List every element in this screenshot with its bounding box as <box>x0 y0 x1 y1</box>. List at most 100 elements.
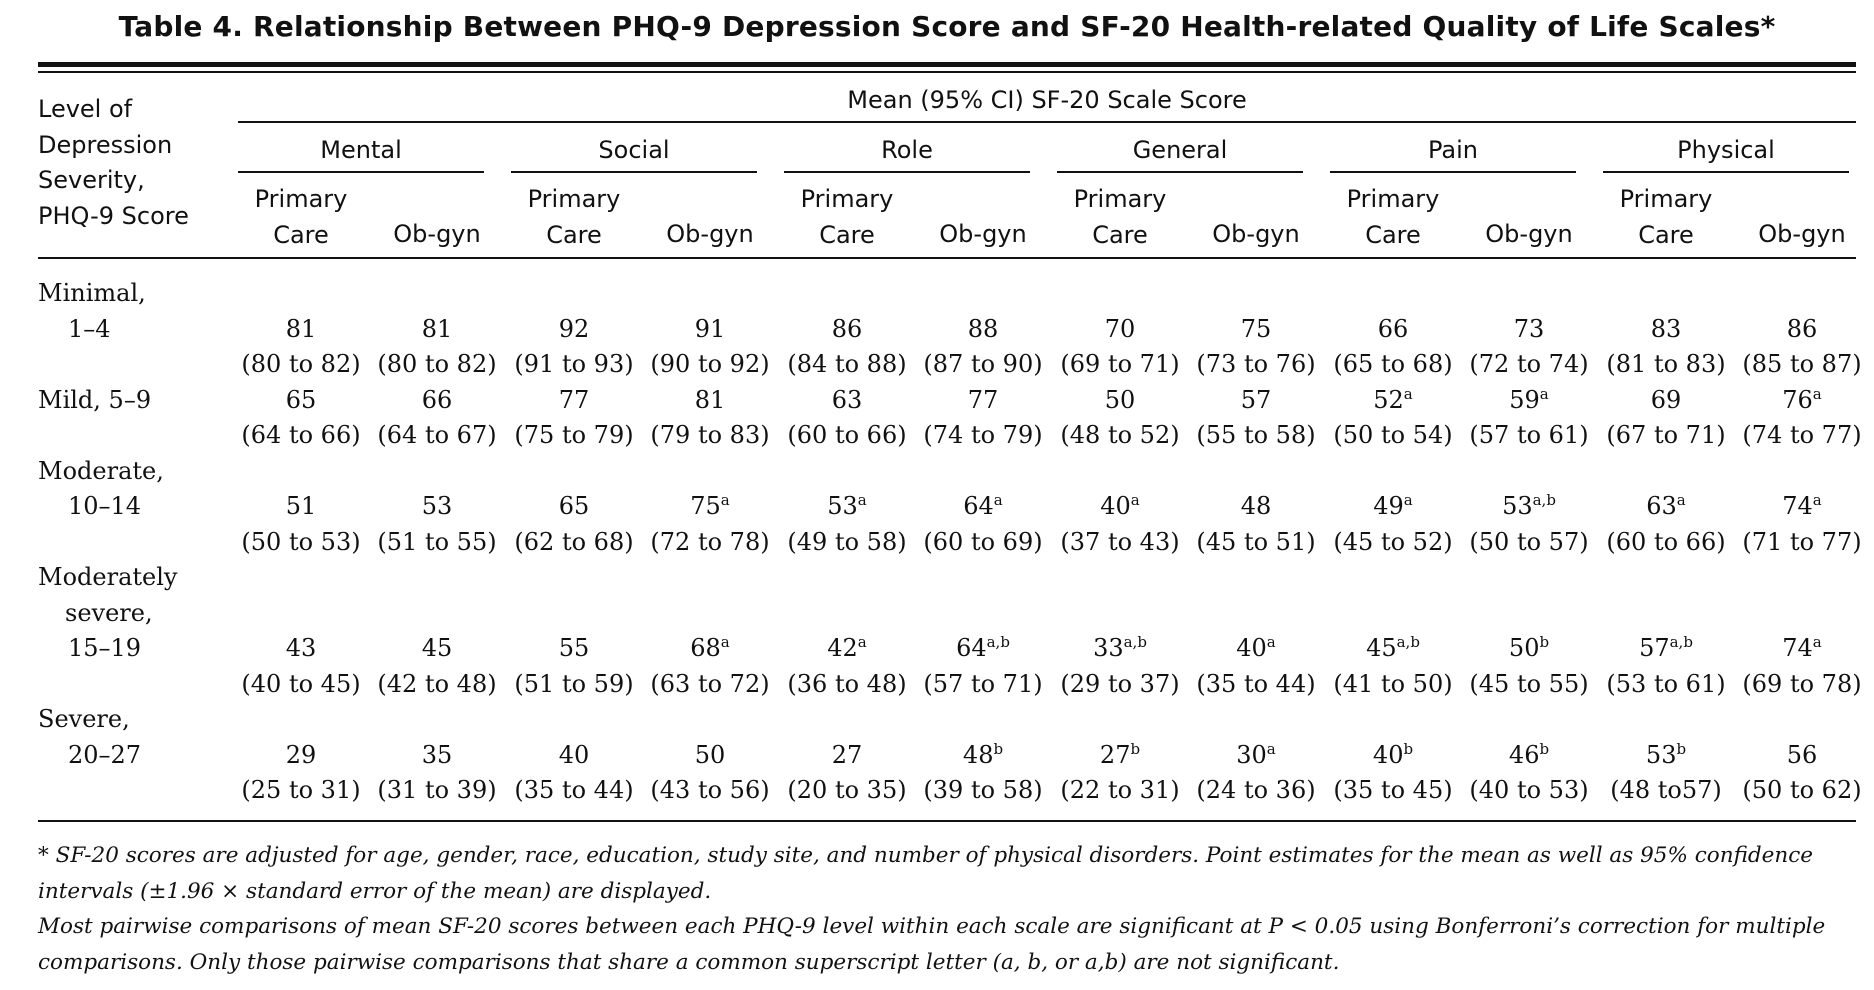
mean-value: 45 <box>421 634 453 662</box>
scale-header-role: Role <box>881 136 933 164</box>
mean-cell: 40 <box>506 738 642 774</box>
mean-value: 42 <box>827 634 858 662</box>
significance-superscript: a <box>1812 384 1822 403</box>
subcol-label-line: Primary <box>800 185 894 213</box>
ci-cell: (90 to 92) <box>650 350 770 378</box>
mean-value: 86 <box>1786 314 1818 343</box>
mean-value: 45 <box>1366 634 1397 662</box>
ci-cell: (87 to 90) <box>923 350 1043 378</box>
mean-value: 52 <box>1373 385 1404 414</box>
ci-cell: (45 to 52) <box>1333 527 1453 556</box>
table-bottom-rule <box>38 820 1856 822</box>
mean-value: 91 <box>694 314 726 343</box>
top-thin-rule <box>38 71 1856 73</box>
ci-cell: (45 to 55) <box>1469 669 1589 698</box>
significance-superscript: a <box>1812 633 1822 651</box>
ci-cell: (84 to 88) <box>787 350 907 378</box>
stub-header: Level of Depression Severity, PHQ-9 Scor… <box>38 92 189 234</box>
subcol-label-line: Primary <box>1346 185 1440 213</box>
significance-superscript: a <box>1266 739 1276 758</box>
mean-cell: 43 <box>233 631 369 667</box>
ci-cell: (55 to 58) <box>1196 421 1316 449</box>
ci-cell: (35 to 44) <box>514 776 634 804</box>
ci-cell: (91 to 93) <box>514 350 634 378</box>
mean-cell: 40a <box>1188 631 1324 667</box>
mean-value: 92 <box>558 314 590 343</box>
mean-value: 53 <box>827 492 858 520</box>
ci-cell: (43 to 56) <box>650 776 770 804</box>
mean-cell: 50 <box>1052 383 1188 419</box>
stub-header-line: PHQ-9 Score <box>38 201 189 230</box>
scale-header-social: Social <box>598 136 670 164</box>
subcol-label-line: Care <box>273 220 329 249</box>
header-bottom-rule <box>38 257 1856 259</box>
ci-cell: (72 to 78) <box>650 527 770 556</box>
mean-value: 29 <box>285 740 317 769</box>
mean-value: 70 <box>1104 314 1136 343</box>
significance-superscript: a,b <box>1532 491 1556 509</box>
significance-superscript: a <box>1676 491 1686 509</box>
mean-cell: 91 <box>642 312 778 348</box>
mean-value: 75 <box>690 492 721 520</box>
mean-cell: 29 <box>233 738 369 774</box>
ci-cell: (74 to 79) <box>923 421 1043 449</box>
row-label: Moderate, 10–14 <box>38 454 164 525</box>
subcol-label-line: Primary <box>1619 185 1713 213</box>
significance-superscript: a <box>1539 384 1549 403</box>
mean-cell: 74a <box>1734 489 1870 525</box>
ci-cell: (57 to 61) <box>1469 421 1589 449</box>
mean-cell: 50 <box>642 738 778 774</box>
subcol-label-line: Care <box>819 220 875 249</box>
significance-superscript: a <box>1130 491 1140 509</box>
mean-value: 66 <box>421 385 453 414</box>
ci-cell: (67 to 71) <box>1606 421 1726 449</box>
significance-superscript: a,b <box>986 633 1010 651</box>
row-label-line: 10–14 <box>68 492 142 520</box>
mean-cell: 40b <box>1325 738 1461 774</box>
subcol-ob-gyn: Ob-gyn <box>393 220 481 248</box>
ci-cell: (69 to 78) <box>1742 669 1862 698</box>
mean-cell: 53 <box>369 489 505 525</box>
spanner-header: Mean (95% CI) SF-20 Scale Score <box>847 86 1247 114</box>
mean-value: 57 <box>1240 385 1272 414</box>
mean-value: 53 <box>1645 740 1677 769</box>
ci-cell: (60 to 66) <box>787 421 907 449</box>
row-label: Mild, 5–9 <box>38 383 151 419</box>
ci-cell: (50 to 53) <box>241 527 361 556</box>
mean-value: 30 <box>1236 740 1267 769</box>
mean-cell: 68a <box>642 631 778 667</box>
mean-cell: 51 <box>233 489 369 525</box>
mean-value: 81 <box>694 385 726 414</box>
mean-cell: 86 <box>779 312 915 348</box>
subcol-label-line: Care <box>1638 220 1694 249</box>
mean-cell: 63 <box>779 383 915 419</box>
significance-superscript: b <box>993 739 1004 758</box>
ci-cell: (40 to 45) <box>241 669 361 698</box>
mean-cell: 45a,b <box>1325 631 1461 667</box>
ci-cell: (64 to 66) <box>241 421 361 449</box>
mean-value: 65 <box>285 385 317 414</box>
mean-cell: 50b <box>1461 631 1597 667</box>
ci-cell: (69 to 71) <box>1060 350 1180 378</box>
mean-value: 53 <box>1502 492 1533 520</box>
mean-value: 40 <box>558 740 590 769</box>
mean-value: 50 <box>694 740 726 769</box>
row-label-line: Moderate, <box>38 456 164 485</box>
subcol-label-line: Care <box>1365 220 1421 249</box>
ci-cell: (72 to 74) <box>1469 350 1589 378</box>
stub-header-line: Depression <box>38 130 173 159</box>
mean-value: 27 <box>1099 740 1131 769</box>
mean-value: 40 <box>1100 492 1131 520</box>
ci-cell: (60 to 66) <box>1606 527 1726 556</box>
mean-cell: 33a,b <box>1052 631 1188 667</box>
ci-cell: (41 to 50) <box>1333 669 1453 698</box>
ci-cell: (20 to 35) <box>787 776 907 804</box>
subcol-label-line: Care <box>546 220 602 249</box>
mean-value: 27 <box>831 740 863 769</box>
row-label: Minimal, 1–4 <box>38 276 146 347</box>
ci-cell: (35 to 44) <box>1196 669 1316 698</box>
scale-header-rule <box>1603 171 1849 173</box>
ci-cell: (65 to 68) <box>1333 350 1453 378</box>
significance-superscript: a <box>720 633 730 651</box>
mean-value: 77 <box>558 385 590 414</box>
